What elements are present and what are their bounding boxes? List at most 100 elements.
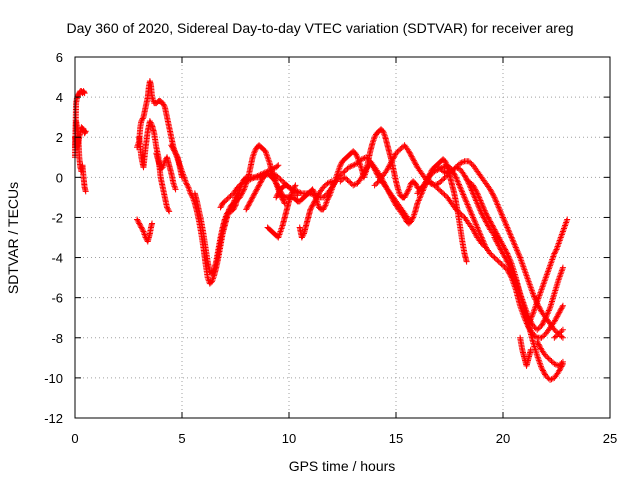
data-point (278, 195, 285, 202)
data-point (457, 184, 464, 191)
data-point (526, 319, 533, 326)
data-point (471, 218, 478, 225)
data-point (450, 166, 457, 173)
data-point (500, 250, 506, 257)
data-point (252, 189, 259, 196)
data-point (281, 199, 288, 206)
data-point (171, 148, 178, 155)
data-point (406, 149, 413, 156)
data-point (455, 209, 462, 216)
data-point (343, 175, 350, 182)
data-point (552, 317, 559, 324)
data-point (276, 175, 283, 182)
data-point (412, 180, 419, 187)
data-point (437, 165, 444, 172)
data-point (455, 181, 462, 188)
data-point (490, 193, 497, 200)
data-point (300, 231, 307, 238)
data-point (470, 214, 477, 221)
data-point (477, 197, 484, 204)
data-point (491, 226, 498, 233)
data-point (168, 142, 175, 149)
data-point (278, 193, 285, 200)
data-point (431, 182, 438, 189)
data-point (500, 262, 506, 269)
data-point (244, 177, 251, 184)
x-tick-label: 20 (496, 431, 510, 446)
data-point (466, 205, 473, 212)
data-point (454, 207, 461, 214)
data-point (405, 148, 412, 155)
y-tick-label: -2 (51, 210, 63, 225)
data-point (312, 197, 319, 204)
y-tick-label: -8 (51, 331, 63, 346)
data-point (308, 205, 315, 212)
data-point (539, 320, 546, 327)
data-point (456, 182, 463, 189)
data-point (412, 160, 419, 167)
data-point (360, 171, 367, 178)
data-point (373, 170, 380, 177)
data-point (508, 234, 515, 241)
data-point (529, 322, 536, 329)
data-point (496, 205, 503, 212)
data-point (311, 198, 318, 205)
data-point (253, 187, 260, 194)
data-point (482, 244, 489, 251)
data-point (403, 190, 410, 197)
data-point (409, 215, 416, 222)
data-point (507, 233, 514, 240)
data-point (490, 225, 497, 232)
data-point (183, 180, 190, 187)
data-point (463, 258, 470, 265)
data-point (244, 203, 251, 210)
data-point (512, 244, 519, 251)
data-point (408, 153, 415, 160)
data-point (428, 170, 435, 177)
data-point (498, 247, 505, 254)
data-point (437, 179, 444, 186)
data-point (474, 191, 481, 198)
data-point (507, 265, 514, 272)
data-point (434, 185, 441, 192)
data-point (134, 217, 141, 224)
data-point (470, 215, 477, 222)
data-point (320, 194, 327, 201)
data-point (506, 262, 513, 269)
data-point (337, 178, 344, 185)
data-point (170, 146, 177, 153)
data-point (389, 156, 396, 163)
data-point (371, 182, 378, 189)
data-point (256, 172, 263, 179)
data-point (159, 100, 166, 107)
data-point (557, 361, 564, 368)
data-point (393, 150, 399, 157)
data-point (247, 176, 254, 183)
data-point (258, 177, 265, 184)
data-point (465, 178, 472, 185)
data-point (465, 158, 472, 165)
data-point (139, 227, 146, 234)
data-point (448, 168, 455, 175)
data-point (555, 330, 562, 337)
data-point (476, 196, 483, 203)
data-point (371, 134, 378, 141)
data-point (556, 309, 563, 316)
data-point (209, 269, 216, 276)
data-point (466, 207, 473, 214)
data-point (353, 151, 360, 158)
data-point (457, 160, 464, 167)
data-point (478, 200, 485, 207)
data-point (497, 246, 504, 253)
data-point (559, 326, 566, 333)
data-point (224, 195, 231, 202)
data-point (347, 179, 354, 186)
data-point (509, 237, 516, 244)
data-point (410, 156, 417, 163)
data-point (558, 360, 565, 367)
data-point (536, 342, 543, 349)
data-point (236, 183, 243, 190)
x-tick-label: 25 (603, 431, 617, 446)
data-point (499, 249, 506, 256)
data-point (529, 312, 536, 319)
